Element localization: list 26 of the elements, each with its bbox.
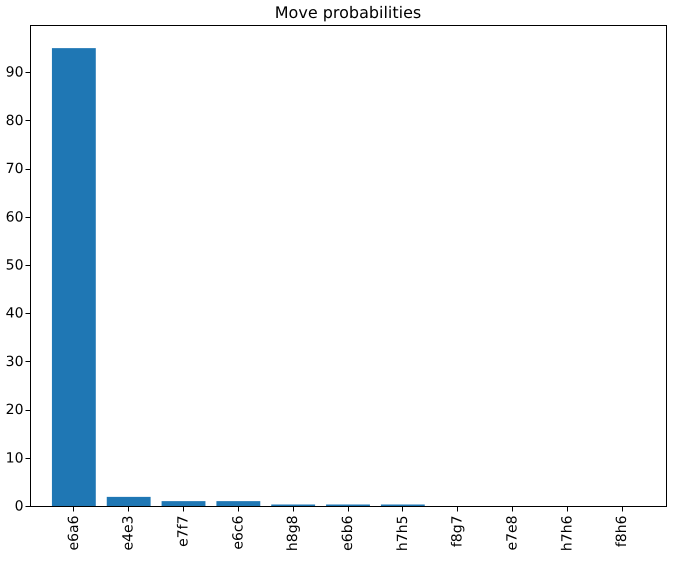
x-tick-label: h7h5	[394, 516, 411, 552]
bar	[106, 496, 151, 506]
y-tick-label: 60	[6, 209, 24, 226]
bar	[216, 501, 260, 506]
x-tick-label: f8h6	[614, 515, 630, 548]
chart-title: Move probabilities	[274, 3, 422, 22]
y-tick-label: 80	[6, 112, 24, 129]
x-tick-label: f8g7	[450, 516, 466, 548]
y-tick-label: 0	[14, 498, 24, 514]
bar	[52, 48, 96, 506]
x-tick-label: e7e8	[504, 516, 520, 551]
bar	[162, 501, 206, 506]
y-tick-label: 50	[6, 258, 24, 274]
y-tick-label: 40	[6, 306, 24, 322]
x-tick-label: h7h6	[559, 515, 576, 552]
y-tick-label: 90	[6, 64, 24, 81]
x-tick-label: e4e3	[120, 516, 137, 551]
x-tick-label: e6a6	[66, 515, 82, 551]
y-tick-label: 10	[6, 450, 24, 466]
y-tick-label: 20	[6, 402, 24, 418]
y-tick-label: 70	[6, 161, 24, 178]
x-tick-label: e6c6	[230, 515, 246, 550]
x-tick-label: e6b6	[340, 515, 356, 551]
y-tick-label: 30	[6, 354, 24, 370]
x-tick-label: e7f7	[176, 516, 192, 547]
x-tick-label: h8g8	[285, 516, 302, 552]
